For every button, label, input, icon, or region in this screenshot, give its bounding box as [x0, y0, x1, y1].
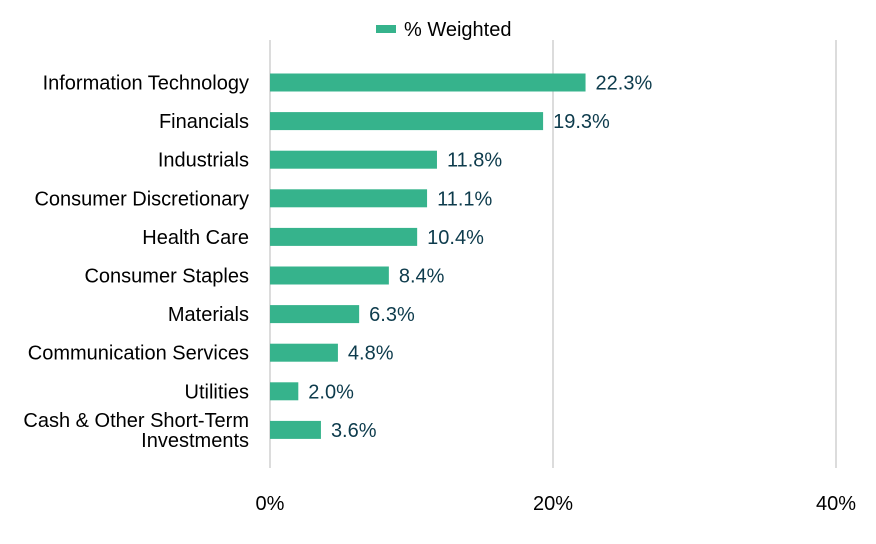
value-label: 10.4% [427, 227, 484, 249]
value-label: 6.3% [369, 304, 415, 326]
category-label: Financials [159, 111, 249, 133]
value-label: 3.6% [331, 420, 377, 442]
bar [270, 266, 389, 285]
category-label: Information Technology [43, 73, 249, 95]
bar [270, 150, 437, 169]
bar [270, 73, 586, 92]
x-tick-label: 20% [533, 493, 573, 515]
category-label: Utilities [185, 381, 249, 403]
category-labels: Information Technology Financials Industri… [23, 73, 249, 452]
gridlines [269, 40, 837, 468]
bar [270, 382, 299, 401]
category-label: Cash & Other Short-Term Investments [23, 410, 249, 452]
legend-label: % Weighted [404, 19, 511, 41]
bar [270, 189, 428, 208]
value-labels: 22.3% 19.3% 11.8% 11.1% 10.4% 8.4% 6.3% 4.8% 2.0… [308, 73, 652, 442]
x-axis-tick-labels: 0% 20% 40% [256, 493, 857, 515]
x-tick-label: 40% [816, 493, 856, 515]
legend: % Weighted [376, 19, 511, 41]
legend-swatch [376, 25, 396, 33]
value-label: 11.1% [437, 188, 492, 210]
value-label: 4.8% [348, 343, 394, 365]
value-label: 2.0% [308, 381, 354, 403]
category-label: Consumer Staples [84, 266, 249, 288]
category-label: Industrials [158, 150, 249, 172]
bar [270, 420, 321, 439]
value-label: 8.4% [399, 266, 445, 288]
value-label: 11.8% [447, 150, 502, 172]
category-label: Communication Services [28, 343, 249, 365]
x-tick-label: 0% [256, 493, 285, 515]
bar [270, 343, 338, 362]
bar [270, 305, 360, 324]
category-label: Materials [168, 304, 249, 326]
value-label: 19.3% [553, 111, 610, 133]
bar [270, 112, 544, 131]
bars [270, 73, 586, 439]
category-label: Consumer Discretionary [34, 188, 249, 210]
value-label: 22.3% [596, 73, 653, 95]
bar [270, 227, 418, 246]
category-label: Health Care [142, 227, 249, 249]
